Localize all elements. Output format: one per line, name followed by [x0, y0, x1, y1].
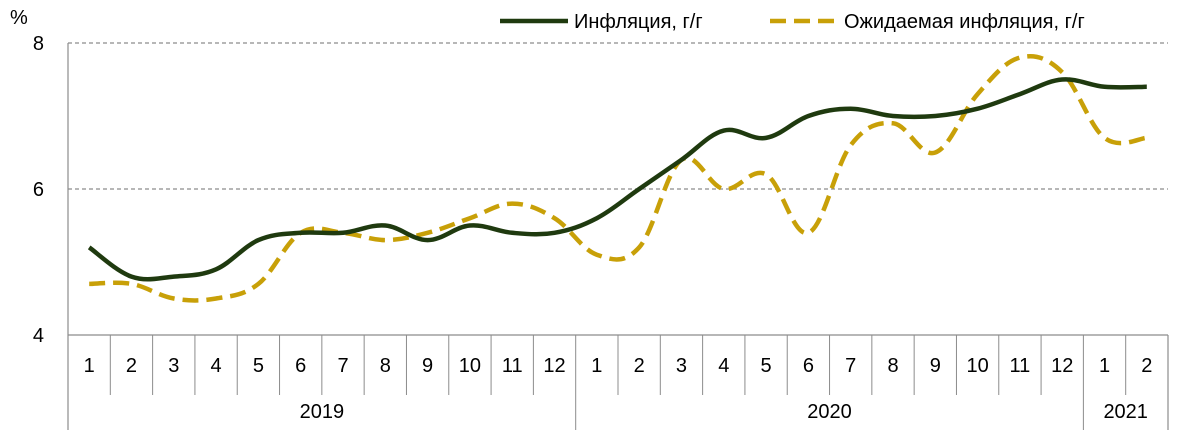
y-tick-label: 8 — [33, 33, 44, 55]
x-tick-label: 5 — [761, 355, 772, 377]
x-tick-label: 6 — [295, 355, 306, 377]
legend-label-expected-inflation: Ожидаемая инфляция, г/г — [844, 11, 1085, 33]
year-label: 2020 — [807, 401, 852, 423]
year-label: 2021 — [1103, 401, 1148, 423]
y-tick-label: 4 — [33, 325, 44, 347]
x-tick-label: 5 — [253, 355, 264, 377]
y-tick-labels: 4 6 8 — [33, 33, 44, 347]
x-tick-label: 3 — [168, 355, 179, 377]
series-line-inflation — [87, 77, 1147, 282]
x-tick-label: 12 — [1051, 355, 1073, 377]
x-tick-label: 8 — [887, 355, 898, 377]
x-tick-label: 3 — [676, 355, 687, 377]
axes — [67, 43, 1169, 430]
year-label: 2019 — [300, 401, 345, 423]
x-tick-label: 7 — [337, 355, 348, 377]
x-tick-label: 6 — [803, 355, 814, 377]
x-tick-label: 10 — [459, 355, 481, 377]
x-tick-label: 11 — [1010, 355, 1031, 377]
x-tick-label: 2 — [634, 355, 645, 377]
x-tick-label: 10 — [966, 355, 988, 377]
x-tick-label: 2 — [1141, 355, 1152, 377]
x-tick-label: 9 — [930, 355, 941, 377]
gridlines — [68, 42, 1168, 190]
x-tick-label: 1 — [84, 355, 95, 377]
y-axis-unit-label: % — [10, 7, 28, 29]
legend-label-inflation: Инфляция, г/г — [574, 11, 703, 33]
x-tick-label: 4 — [718, 355, 729, 377]
x-tick-label: 1 — [591, 355, 602, 377]
year-labels: 2019 2020 2021 — [300, 401, 1148, 423]
x-tick-label: 1 — [1099, 355, 1110, 377]
x-tick-label: 12 — [543, 355, 565, 377]
legend: Инфляция, г/г Ожидаемая инфляция, г/г — [500, 11, 1085, 33]
series-lines — [87, 53, 1148, 303]
x-tick-label: 11 — [502, 355, 523, 377]
x-tick-label: 9 — [422, 355, 433, 377]
x-tick-label: 7 — [845, 355, 856, 377]
y-tick-label: 6 — [33, 179, 44, 201]
series-line-expected-inflation — [89, 53, 1148, 303]
x-tick-label: 4 — [211, 355, 222, 377]
x-tick-label: 8 — [380, 355, 391, 377]
x-tick-label: 2 — [126, 355, 137, 377]
x-tick-labels: 1 2 3 4 5 6 7 8 9 10 11 12 1 2 3 4 5 6 7 8 9 10 11 12 1 2 — [84, 355, 1153, 377]
